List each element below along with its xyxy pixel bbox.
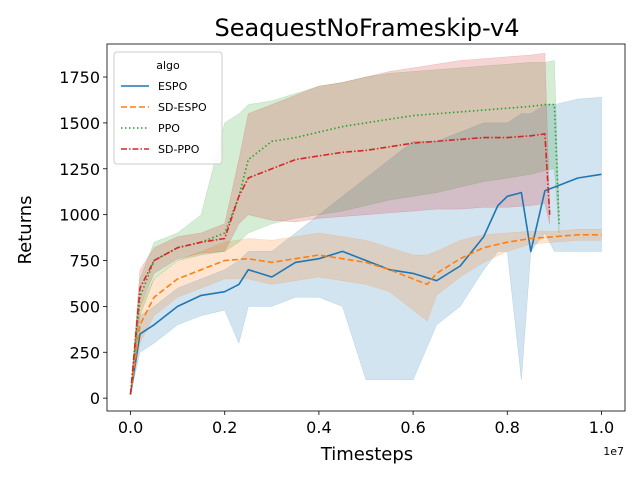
chart-title: SeaquestNoFrameskip-v4 [214,14,519,42]
band-espo [130,96,602,395]
x-tick-label: 0.6 [400,418,425,437]
y-tick-label: 1750 [59,68,100,87]
legend-label: SD-PPO [158,143,200,156]
y-axis-label: Returns [15,195,36,264]
line-sd-ppo [129,133,551,395]
y-tick-label: 0 [90,389,100,408]
plot-frame [106,43,626,412]
x-tick-label: 0.4 [306,418,331,437]
line-ppo [129,103,560,395]
x-axis-ticks: 0.0 0.2 0.4 0.6 0.8 1.0 [118,411,614,437]
legend-label: ESPO [158,80,188,93]
legend-box [113,51,223,165]
legend: algo ESPO SD-ESPO PPO SD-PPO [113,51,223,165]
y-tick-label: 1500 [59,114,100,133]
line-sd-espo [129,234,602,395]
line-espo [129,173,602,395]
y-tick-label: 250 [69,343,100,362]
x-tick-label: 0.8 [495,418,520,437]
y-tick-label: 1000 [59,206,100,225]
legend-label: SD-ESPO [158,101,207,114]
y-tick-label: 750 [69,252,100,271]
y-axis-ticks: 0 250 500 750 1000 1250 1500 1750 [59,68,107,408]
x-axis-label: Timesteps [320,444,413,465]
band-ppo [130,60,560,395]
legend-title: algo [156,59,180,72]
series-lines [129,103,602,395]
x-tick-label: 0.0 [118,418,143,437]
legend-label: PPO [158,122,180,135]
y-tick-label: 500 [69,297,100,316]
y-tick-label: 1250 [59,160,100,179]
x-tick-label: 1.0 [589,418,614,437]
x-axis-offset-text: 1e7 [603,445,624,458]
x-tick-label: 0.2 [212,418,237,437]
